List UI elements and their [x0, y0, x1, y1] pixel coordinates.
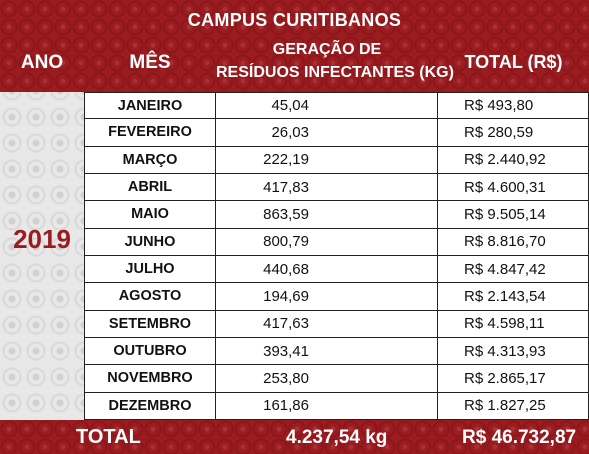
month-cell: OUTUBRO: [84, 338, 216, 366]
table-title: CAMPUS CURITIBANOS: [187, 10, 402, 30]
footer-total-label: TOTAL: [76, 426, 141, 448]
waste-kg-cell: 253,80: [216, 365, 438, 393]
total-cost-cell: R$ 4.847,42: [438, 256, 589, 284]
month-cell: NOVEMBRO: [84, 365, 216, 393]
month-cell: AGOSTO: [84, 283, 216, 311]
header-geracao-line2: RESÍDUOS INFECTANTES (KG): [216, 64, 454, 81]
total-cost-cell: R$ 4.600,31: [438, 174, 589, 202]
total-cost-cell: R$ 1.827,25: [438, 392, 589, 420]
total-cost-cell: R$ 4.598,11: [438, 310, 589, 338]
table-body: JANEIRO 45,04 R$ 493,80 FEVEREIRO 26,03 R$ 28…: [84, 92, 589, 420]
month-cell: MARÇO: [84, 146, 216, 174]
month-cell: JANEIRO: [84, 92, 216, 120]
month-cell: JUNHO: [84, 228, 216, 256]
total-cost-cell: R$ 280,59: [438, 119, 589, 147]
total-cost-cell: R$ 2.440,92: [438, 146, 589, 174]
waste-kg-cell: 417,83: [216, 174, 438, 202]
month-cell: ABRIL: [84, 174, 216, 202]
waste-kg-cell: 26,03: [216, 119, 438, 147]
header-ano: ANO: [20, 52, 64, 73]
header-mes: MÊS: [129, 52, 171, 73]
waste-kg-cell: 393,41: [216, 338, 438, 366]
footer-total-value: R$ 46.732,87: [462, 427, 577, 448]
header-geracao: GERAÇÃO DE RESÍDUOS INFECTANTES (KG): [216, 38, 454, 84]
total-cost-cell: R$ 2.143,54: [438, 283, 589, 311]
waste-kg-cell: 800,79: [216, 228, 438, 256]
waste-kg-cell: 161,86: [216, 392, 438, 420]
waste-kg-cell: 417,63: [216, 310, 438, 338]
table-footer: TOTAL 4.237,54 kg R$ 46.732,87: [0, 420, 589, 454]
header-geracao-line1: GERAÇÃO DE: [272, 41, 382, 58]
waste-kg-cell: 440,68: [216, 256, 438, 284]
total-cost-cell: R$ 2.865,17: [438, 365, 589, 393]
waste-kg-cell: 222,19: [216, 146, 438, 174]
month-cell: DEZEMBRO: [84, 392, 216, 420]
month-cell: FEVEREIRO: [84, 119, 216, 147]
month-cell: JULHO: [84, 256, 216, 284]
waste-kg-cell: 45,04: [216, 92, 438, 120]
total-cost-cell: R$ 9.505,14: [438, 201, 589, 229]
total-cost-cell: R$ 4.313,93: [438, 338, 589, 366]
total-cost-cell: R$ 8.816,70: [438, 228, 589, 256]
waste-kg-cell: 863,59: [216, 201, 438, 229]
month-cell: SETEMBRO: [84, 310, 216, 338]
total-cost-cell: R$ 493,80: [438, 92, 589, 120]
footer-total-geracao: 4.237,54 kg: [286, 427, 388, 448]
table-header: CAMPUS CURITIBANOS ANO MÊS GERAÇÃO DE RE…: [0, 0, 589, 92]
month-cell: MAIO: [84, 201, 216, 229]
header-total: TOTAL (R$): [464, 52, 563, 72]
year-label: 2019: [13, 224, 71, 254]
waste-kg-cell: 194,69: [216, 283, 438, 311]
